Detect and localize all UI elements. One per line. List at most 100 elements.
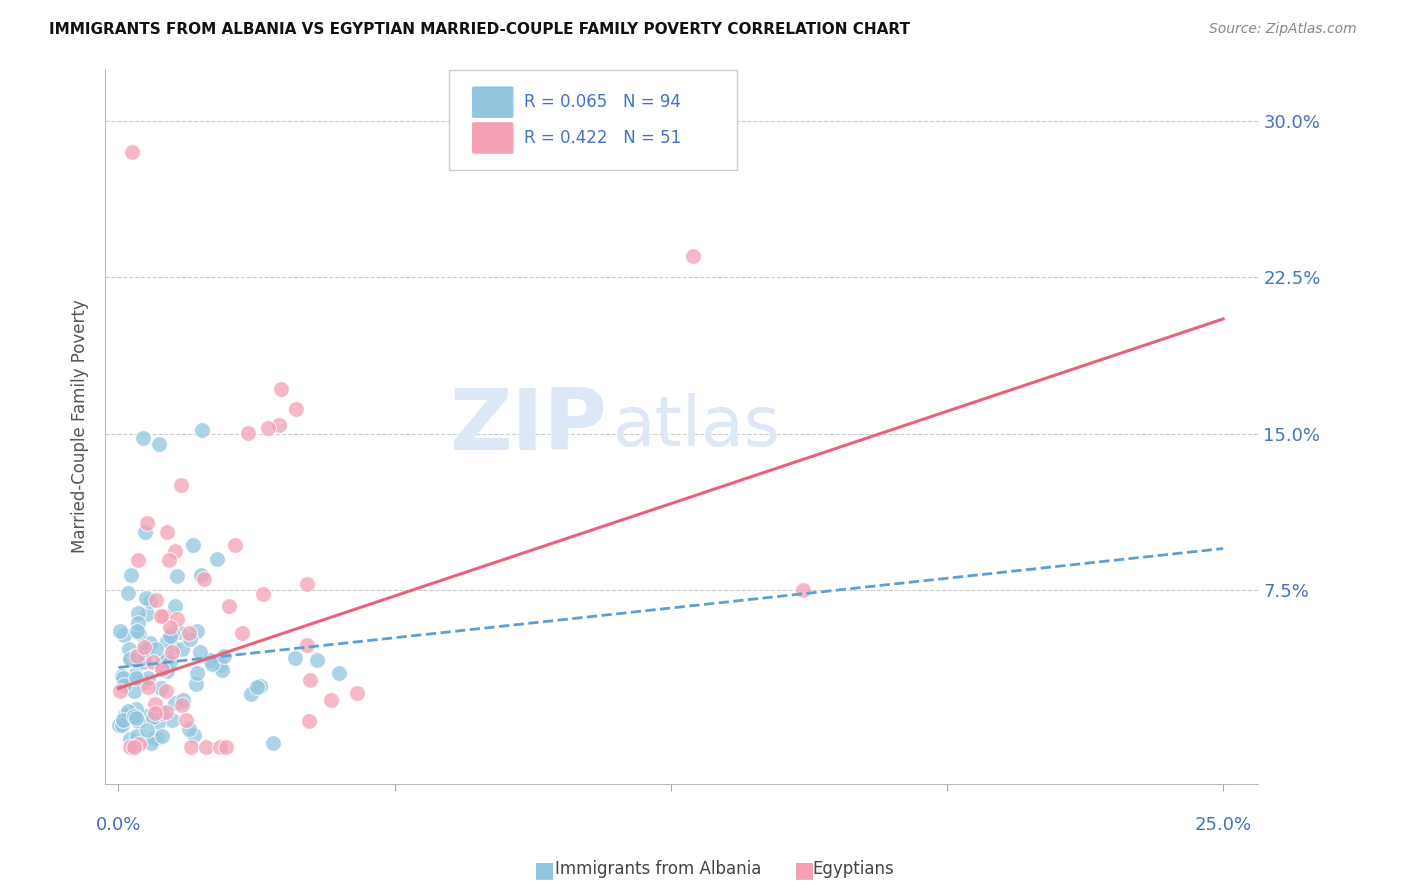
Text: ■: ■: [794, 860, 815, 880]
Point: [174, 713, 197, 727]
Point: [792, 583, 814, 598]
Text: ZIP: ZIP: [449, 385, 607, 468]
Point: [177, 626, 200, 640]
Text: Immigrants from Albania: Immigrants from Albania: [555, 860, 762, 878]
Point: [125, 711, 148, 725]
Point: [142, 709, 165, 723]
Point: [127, 616, 149, 631]
Point: [145, 593, 167, 607]
Point: [166, 569, 188, 583]
Point: [153, 609, 176, 624]
Point: [118, 642, 141, 657]
Point: [112, 627, 135, 641]
Point: [139, 636, 162, 650]
Point: [146, 714, 169, 729]
Point: [183, 728, 205, 742]
Point: [134, 524, 156, 539]
Point: [156, 651, 179, 665]
Point: [295, 577, 318, 591]
Point: [236, 426, 259, 441]
Point: [180, 739, 202, 754]
Point: [183, 538, 205, 552]
Point: [179, 632, 201, 647]
Point: [135, 516, 157, 530]
Point: [267, 417, 290, 432]
Point: [160, 713, 183, 727]
Point: [135, 723, 157, 737]
Point: [110, 624, 132, 638]
Point: [150, 706, 173, 720]
FancyBboxPatch shape: [472, 122, 513, 153]
Point: [148, 437, 170, 451]
Point: [112, 671, 135, 685]
Point: [143, 731, 166, 746]
Point: [145, 731, 167, 745]
Point: [150, 662, 173, 676]
Point: [150, 681, 173, 695]
Point: [117, 586, 139, 600]
Text: 0.0%: 0.0%: [96, 815, 141, 834]
Text: R = 0.422   N = 51: R = 0.422 N = 51: [524, 129, 681, 147]
Point: [249, 679, 271, 693]
Point: [125, 729, 148, 743]
Point: [218, 599, 240, 613]
Point: [127, 553, 149, 567]
Point: [142, 655, 165, 669]
Point: [124, 683, 146, 698]
FancyBboxPatch shape: [472, 87, 513, 118]
Point: [111, 668, 134, 682]
Point: [246, 680, 269, 694]
Point: [240, 687, 263, 701]
Point: [150, 661, 173, 675]
Point: [122, 739, 145, 754]
Point: [149, 609, 172, 624]
Point: [156, 634, 179, 648]
Point: [295, 639, 318, 653]
Text: atlas: atlas: [613, 393, 780, 460]
Point: [121, 145, 143, 159]
Point: [110, 684, 132, 698]
Point: [125, 702, 148, 716]
Point: [124, 709, 146, 723]
Point: [120, 652, 142, 666]
Point: [108, 718, 131, 732]
Point: [205, 552, 228, 566]
Point: [284, 651, 307, 665]
Point: [682, 249, 704, 263]
Point: [252, 587, 274, 601]
Point: [111, 717, 134, 731]
Point: [132, 646, 155, 660]
Point: [136, 671, 159, 685]
Text: Egyptians: Egyptians: [813, 860, 894, 878]
Point: [186, 624, 208, 639]
Point: [208, 739, 231, 754]
Text: IMMIGRANTS FROM ALBANIA VS EGYPTIAN MARRIED-COUPLE FAMILY POVERTY CORRELATION CH: IMMIGRANTS FROM ALBANIA VS EGYPTIAN MARR…: [49, 22, 910, 37]
Point: [190, 567, 212, 582]
Point: [298, 714, 321, 728]
Point: [346, 686, 368, 700]
Point: [159, 620, 181, 634]
Point: [307, 653, 329, 667]
Point: [186, 677, 208, 691]
Point: [135, 591, 157, 605]
Point: [118, 731, 141, 746]
Point: [120, 651, 142, 665]
Point: [188, 645, 211, 659]
Point: [256, 421, 278, 435]
Point: [215, 739, 238, 754]
Point: [163, 696, 186, 710]
Point: [132, 431, 155, 445]
Point: [125, 671, 148, 685]
Point: [172, 693, 194, 707]
Point: [159, 655, 181, 669]
Point: [155, 684, 177, 698]
Point: [166, 612, 188, 626]
Text: R = 0.065   N = 94: R = 0.065 N = 94: [524, 93, 681, 112]
Point: [132, 675, 155, 690]
Point: [270, 382, 292, 396]
Point: [157, 552, 180, 566]
Point: [191, 423, 214, 437]
Point: [224, 538, 246, 552]
Point: [132, 655, 155, 669]
Point: [134, 640, 156, 654]
